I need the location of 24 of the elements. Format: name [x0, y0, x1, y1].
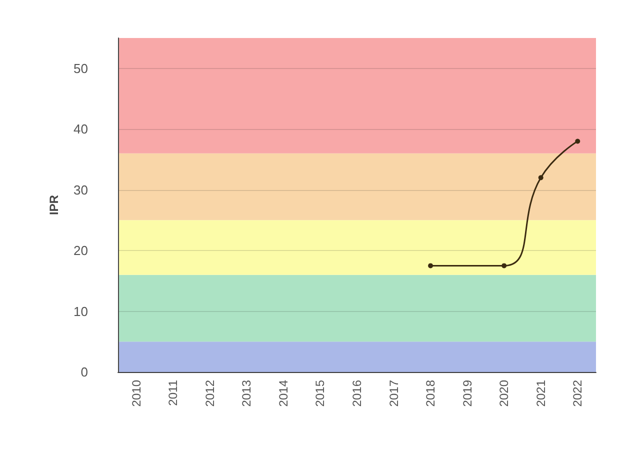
- x-tick-label: 2020: [497, 380, 512, 407]
- point: [502, 263, 507, 268]
- x-tick-label: 2017: [386, 380, 401, 407]
- x-tick-label: 2016: [350, 380, 364, 407]
- y-tick-label: 10: [74, 304, 88, 319]
- x-tick-label: 2012: [202, 380, 217, 407]
- x-tick-label: 2022: [570, 380, 585, 407]
- y-tick-label: 50: [74, 60, 88, 76]
- point: [575, 138, 580, 144]
- x-tick-label: 2018: [424, 380, 438, 407]
- y-tick-label: 30: [74, 182, 88, 198]
- x-tick-label: 2011: [166, 380, 180, 406]
- x-tick-label: 2013: [240, 380, 254, 407]
- y-tick-label: 20: [74, 243, 88, 258]
- y-tick-label: 40: [74, 122, 88, 137]
- x-tick-label: 2014: [276, 380, 290, 407]
- x-tick-label: 2015: [313, 380, 328, 407]
- x-tick-label: 2019: [460, 380, 474, 407]
- y-axis-title: IPR: [47, 194, 61, 216]
- x-tick-label: 2021: [534, 380, 548, 407]
- x-tick-label: 2010: [129, 380, 144, 407]
- y-tick-label: 0: [80, 364, 88, 380]
- point: [428, 263, 434, 268]
- point: [538, 175, 544, 180]
